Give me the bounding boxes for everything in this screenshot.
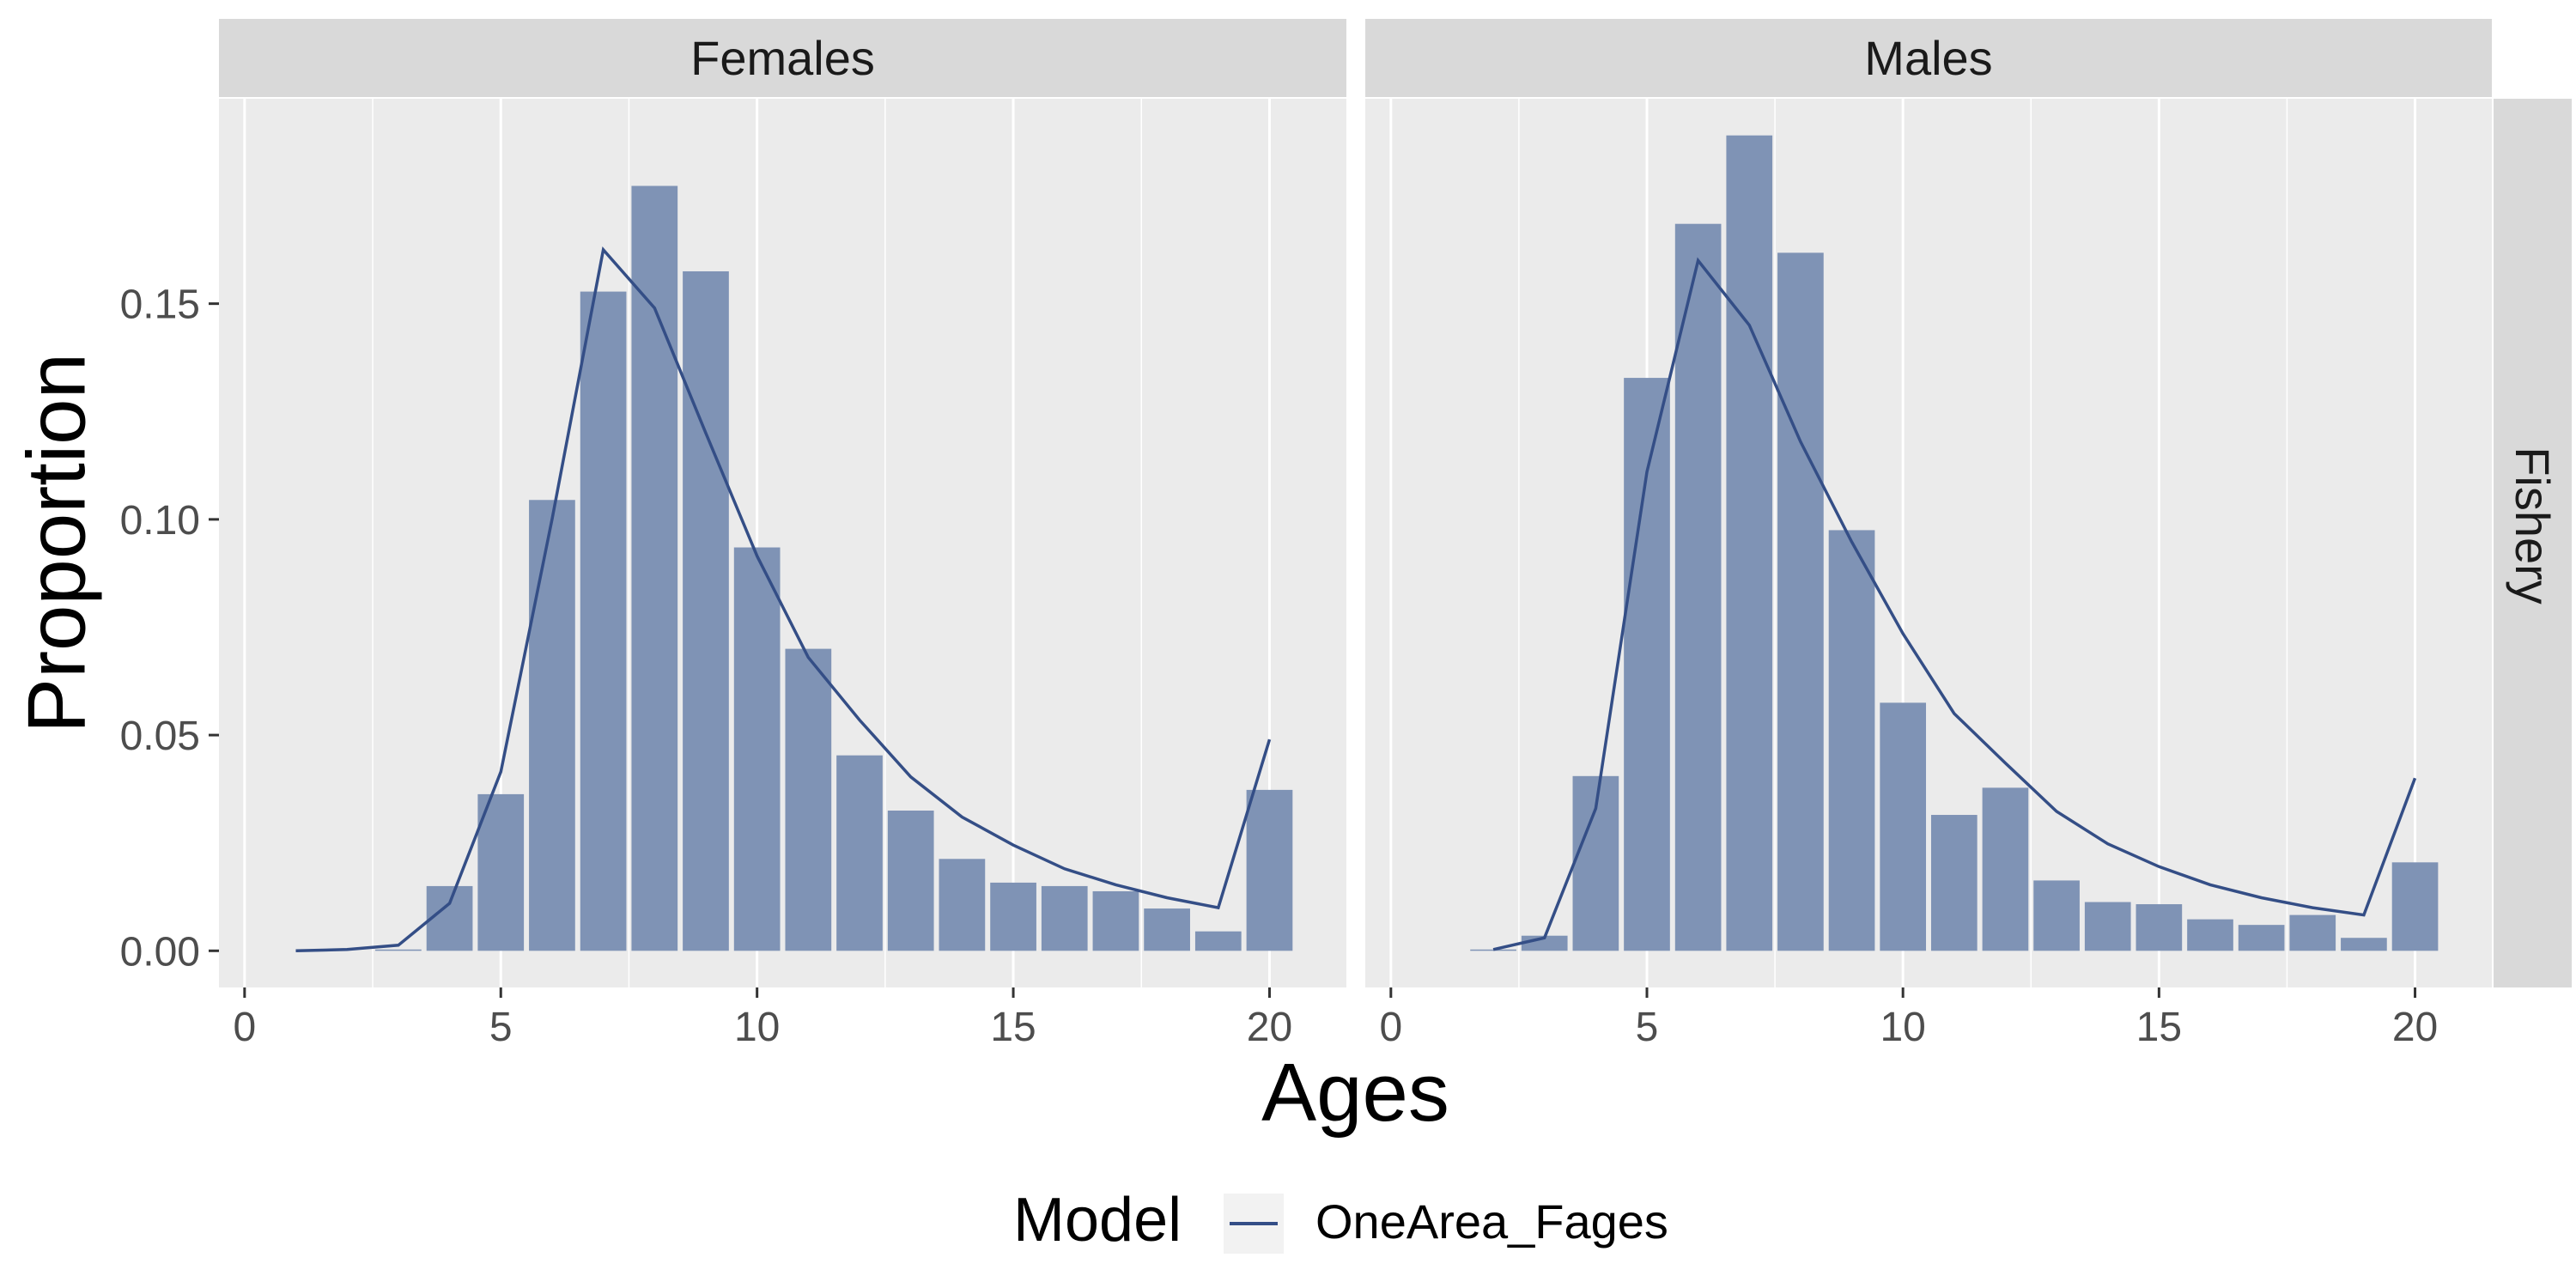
strip-females-background	[219, 19, 1346, 97]
panel-males-x-axis: 0 5 10 15 20	[1379, 987, 2438, 1050]
females-bar-age-11	[785, 648, 832, 951]
panel-females-bars	[375, 185, 1293, 951]
females-bar-age-7	[580, 291, 627, 951]
males-bar-age-7	[1726, 135, 1773, 951]
females-x-tick-label-20: 20	[1247, 1005, 1292, 1050]
y-tick-label-0.15: 0.15	[120, 283, 200, 328]
females-bar-age-14	[939, 859, 986, 951]
strip-label-females: Females	[690, 31, 875, 85]
females-x-tick-label-10: 10	[734, 1005, 780, 1050]
females-bar-age-15	[990, 882, 1036, 951]
legend-title: Model	[1013, 1186, 1182, 1255]
females-bar-age-3	[375, 949, 422, 951]
females-bar-age-19	[1194, 931, 1242, 951]
males-x-tick-label-10: 10	[1880, 1005, 1925, 1050]
panel-males-bars	[1470, 135, 2439, 951]
males-x-tick-label-0: 0	[1379, 1005, 1402, 1050]
females-bar-age-9	[683, 270, 729, 951]
males-bar-age-20	[2391, 862, 2439, 951]
females-bar-age-6	[529, 500, 575, 951]
females-bar-age-8	[631, 185, 678, 951]
females-bar-age-13	[887, 811, 934, 951]
strip-label-males: Males	[1864, 31, 1992, 85]
males-bar-age-16	[2187, 919, 2233, 951]
strip-males-background	[1365, 19, 2492, 97]
panel-males: Males 0 5 10 15 20	[1365, 19, 2492, 1050]
panel-females-x-axis: 0 5 10 15 20	[233, 987, 1292, 1050]
males-bar-age-13	[2033, 880, 2080, 951]
females-bar-age-17	[1092, 890, 1139, 951]
males-bar-age-15	[2136, 904, 2183, 951]
legend: Model OneArea_Fages	[1013, 1186, 1668, 1255]
males-bar-age-9	[1828, 530, 1875, 951]
males-bar-age-11	[1930, 815, 1978, 951]
males-x-tick-label-5: 5	[1636, 1005, 1659, 1050]
y-tick-label-0.05: 0.05	[120, 714, 200, 759]
males-bar-age-8	[1777, 252, 1824, 951]
males-bar-age-12	[1982, 787, 2029, 951]
x-axis-title: Ages	[1261, 1047, 1449, 1139]
males-bar-age-6	[1674, 223, 1722, 951]
panel-males-background	[1365, 99, 2492, 987]
row-strip-label-fishery: Fishery	[2506, 447, 2560, 605]
panel-females: Females 0 5 10 15 20	[219, 19, 1346, 1050]
row-strip: Fishery	[2494, 99, 2572, 987]
females-bar-age-12	[836, 755, 883, 951]
females-bar-age-16	[1041, 885, 1088, 951]
females-x-tick-label-5: 5	[489, 1005, 513, 1050]
y-tick-label-0.00: 0.00	[120, 929, 200, 975]
legend-entry-label: OneArea_Fages	[1315, 1194, 1668, 1249]
females-bar-age-4	[426, 885, 473, 951]
females-x-tick-label-15: 15	[990, 1005, 1036, 1050]
males-bar-age-2	[1470, 949, 1516, 951]
males-bar-age-10	[1880, 702, 1927, 951]
males-x-tick-label-20: 20	[2392, 1005, 2438, 1050]
males-x-tick-label-15: 15	[2136, 1005, 2182, 1050]
males-bar-age-14	[2084, 902, 2131, 951]
males-bar-age-17	[2238, 925, 2285, 951]
panel-males-expected-line	[1492, 257, 2417, 951]
males-bar-age-5	[1624, 378, 1670, 951]
females-x-tick-label-0: 0	[233, 1005, 256, 1050]
females-bar-age-20	[1246, 789, 1293, 951]
row-strip-background	[2494, 99, 2572, 987]
panel-females-expected-line	[295, 246, 1272, 953]
males-bar-age-19	[2341, 938, 2387, 951]
females-bar-age-10	[733, 547, 781, 951]
panel-females-background	[219, 99, 1346, 987]
y-tick-label-0.10: 0.10	[120, 498, 200, 544]
y-axis-title: Proportion	[11, 353, 103, 733]
females-bar-age-18	[1144, 908, 1190, 951]
females-bar-age-5	[477, 793, 525, 951]
males-bar-age-18	[2289, 914, 2336, 951]
y-axis: 0.00 0.05 0.10 0.15	[120, 283, 219, 975]
